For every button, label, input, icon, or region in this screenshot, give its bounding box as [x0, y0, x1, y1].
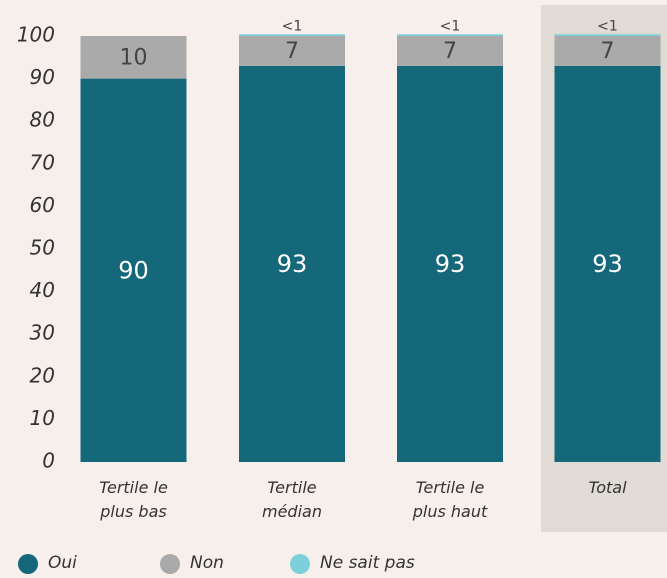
legend-marker: [18, 554, 38, 574]
x-tick-label: Tertile médian: [262, 478, 322, 521]
value-label: 93: [592, 250, 623, 278]
bar-segment: [239, 65, 345, 462]
value-label: 93: [435, 250, 466, 278]
y-tick-label: 0: [42, 449, 55, 473]
legend-label: Oui: [48, 553, 77, 573]
x-tick-label: Tertile le plus bas: [99, 478, 168, 521]
legend-marker: [290, 554, 310, 574]
value-label: <1: [597, 18, 618, 34]
value-label: 7: [443, 39, 457, 64]
bar-segment: [397, 34, 503, 36]
value-label: <1: [282, 18, 303, 34]
y-tick-label: 20: [30, 363, 55, 387]
y-tick-label: 40: [30, 278, 55, 302]
value-label: 10: [120, 45, 148, 70]
x-tick-label: Tertile le plus haut: [412, 478, 488, 521]
x-tick-label: Total: [588, 478, 627, 497]
bar-segment: [554, 36, 661, 66]
y-tick-label: 100: [17, 23, 55, 47]
y-tick-label: 80: [30, 108, 55, 132]
y-tick-label: 60: [30, 193, 55, 217]
bar-segment: [397, 36, 503, 66]
y-tick-label: 50: [30, 236, 55, 260]
value-label: 93: [277, 250, 308, 278]
y-tick-label: 10: [30, 406, 55, 430]
y-tick-label: 70: [30, 150, 55, 174]
y-tick-label: 90: [30, 65, 55, 89]
value-label: 7: [601, 39, 615, 64]
bar-segment: [554, 65, 661, 462]
legend-label: Ne sait pas: [320, 553, 415, 573]
y-tick-label: 30: [30, 321, 55, 345]
value-label: 7: [285, 39, 299, 64]
legend-label: Non: [190, 553, 224, 573]
bar-segment: [554, 34, 661, 36]
value-label: <1: [440, 18, 461, 34]
bar-segment: [239, 34, 345, 36]
bar-segment: [397, 65, 503, 462]
bar-segment: [80, 78, 187, 462]
legend-marker: [160, 554, 180, 574]
bar-segment: [80, 36, 187, 79]
value-label: 90: [118, 256, 149, 284]
bar-segment: [239, 36, 345, 66]
